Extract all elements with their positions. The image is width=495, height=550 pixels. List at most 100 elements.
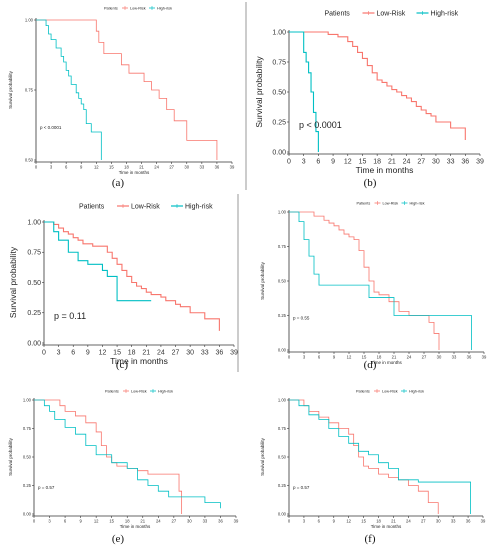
x-tick-label: 3 bbox=[48, 518, 51, 523]
x-axis-label: Time in months bbox=[371, 524, 402, 529]
y-tick-label: 0.75 bbox=[272, 59, 286, 66]
x-tick-label: 33 bbox=[200, 164, 205, 169]
p-value: p = 0.57 bbox=[293, 485, 310, 490]
legend-label-high-risk: High-risk bbox=[410, 201, 425, 205]
y-tick-label: 0.25 bbox=[278, 313, 287, 318]
legend-label-low-risk: Low-Risk bbox=[131, 203, 160, 210]
x-tick-label: 6 bbox=[318, 354, 321, 359]
x-tick-label: 12 bbox=[347, 354, 352, 359]
y-tick-label: 0.50 bbox=[23, 454, 32, 459]
x-tick-label: 30 bbox=[436, 518, 441, 523]
legend-label-low-risk: Low-Risk bbox=[382, 389, 398, 393]
x-tick-label: 18 bbox=[124, 164, 129, 169]
km-curve-high-risk bbox=[289, 399, 471, 514]
x-tick-label: 12 bbox=[99, 349, 107, 356]
y-tick-label: 0.50 bbox=[25, 157, 34, 162]
x-tick-label: 36 bbox=[467, 354, 472, 359]
x-tick-label: 9 bbox=[79, 518, 82, 523]
x-tick-label: 30 bbox=[186, 349, 194, 356]
x-tick-label: 36 bbox=[461, 158, 469, 165]
x-tick-label: 3 bbox=[50, 164, 53, 169]
x-tick-label: 33 bbox=[203, 518, 208, 523]
y-tick-label: 1.00 bbox=[278, 209, 287, 214]
x-tick-label: 33 bbox=[447, 158, 455, 165]
y-tick-label: 0.00 bbox=[278, 511, 287, 516]
y-axis-label: Survival probability bbox=[260, 437, 265, 476]
x-tick-label: 0 bbox=[288, 354, 291, 359]
y-tick-label: 0.00 bbox=[272, 149, 286, 156]
x-tick-label: 36 bbox=[215, 349, 223, 356]
km-curve-low-risk bbox=[44, 221, 220, 331]
x-tick-label: 24 bbox=[156, 518, 161, 523]
y-tick-label: 0.75 bbox=[27, 250, 41, 257]
x-tick-label: 12 bbox=[94, 518, 99, 523]
x-tick-label: 18 bbox=[373, 158, 381, 165]
legend-label-high-risk: High-risk bbox=[431, 10, 459, 17]
x-tick-label: 6 bbox=[65, 164, 68, 169]
x-tick-label: 24 bbox=[154, 164, 159, 169]
x-tick-label: 3 bbox=[302, 158, 306, 165]
x-axis-label: Time in months bbox=[119, 170, 150, 175]
y-axis-label: Survival probability bbox=[8, 246, 18, 318]
y-tick-label: 1.00 bbox=[278, 397, 287, 402]
km-curve-low-risk bbox=[289, 399, 439, 514]
x-tick-label: 39 bbox=[476, 158, 484, 165]
legend-label-high-risk: High-risk bbox=[409, 389, 424, 393]
x-tick-label: 24 bbox=[406, 518, 411, 523]
chart-panel-3: 0.000.250.500.751.000 3 6 9 12 15 18 21 24 27 30 33… bbox=[8, 203, 238, 371]
legend-label-low-risk: Low-Risk bbox=[383, 201, 399, 205]
x-tick-label: 18 bbox=[376, 518, 381, 523]
x-tick-label: 21 bbox=[139, 164, 144, 169]
x-tick-label: 21 bbox=[142, 349, 150, 356]
x-tick-label: 39 bbox=[230, 164, 235, 169]
legend-label-high-risk: High-risk bbox=[157, 6, 172, 10]
x-tick-label: 0 bbox=[33, 518, 36, 523]
y-tick-label: 1.00 bbox=[23, 397, 32, 402]
x-tick-label: 15 bbox=[109, 518, 114, 523]
panel-label: (d) bbox=[364, 359, 377, 371]
x-tick-label: 6 bbox=[64, 518, 67, 523]
y-tick-label: 0.75 bbox=[23, 426, 32, 431]
km-curve-high-risk bbox=[34, 399, 221, 509]
x-axis-label: Time in months bbox=[356, 165, 414, 175]
y-tick-label: 0.50 bbox=[27, 280, 41, 287]
x-tick-label: 18 bbox=[125, 518, 130, 523]
km-curve-low-risk bbox=[289, 31, 466, 140]
km-curve-low-risk bbox=[289, 211, 440, 350]
km-curve-low-risk bbox=[36, 19, 218, 160]
y-axis-label: Survival probability bbox=[8, 70, 13, 109]
x-tick-label: 33 bbox=[451, 518, 456, 523]
chart-panel-1: 0.500.751.000 3 6 9 12 15 18 21 24 27 30 33 36 39Time… bbox=[8, 6, 235, 189]
x-tick-label: 9 bbox=[86, 349, 90, 356]
x-tick-label: 0 bbox=[42, 349, 46, 356]
y-tick-label: 0.00 bbox=[278, 347, 287, 352]
chart-panel-4: 0.000.250.500.751.000 3 6 9 12 15 18 21 24 27 30 33… bbox=[260, 201, 487, 371]
x-tick-label: 12 bbox=[346, 518, 351, 523]
x-tick-label: 39 bbox=[482, 354, 487, 359]
x-tick-label: 27 bbox=[169, 164, 174, 169]
legend-title: Patients bbox=[105, 389, 119, 393]
x-tick-label: 3 bbox=[303, 354, 306, 359]
p-value: p = 0.57 bbox=[38, 485, 55, 490]
x-tick-label: 12 bbox=[344, 158, 352, 165]
p-value: p = 0.11 bbox=[54, 311, 86, 321]
legend-label-low-risk: Low-Risk bbox=[377, 10, 406, 17]
x-tick-label: 21 bbox=[392, 354, 397, 359]
x-tick-label: 6 bbox=[318, 518, 321, 523]
x-tick-label: 21 bbox=[140, 518, 145, 523]
legend-label-low-risk: Low-Risk bbox=[131, 389, 147, 393]
x-tick-label: 30 bbox=[432, 158, 440, 165]
x-tick-label: 36 bbox=[218, 518, 223, 523]
x-tick-label: 9 bbox=[331, 158, 335, 165]
x-tick-label: 33 bbox=[452, 354, 457, 359]
y-tick-label: 1.00 bbox=[27, 219, 41, 226]
y-tick-label: 0.00 bbox=[27, 340, 41, 347]
x-tick-label: 3 bbox=[57, 349, 61, 356]
x-axis-label: Time in months bbox=[110, 356, 168, 366]
km-curve-high-risk bbox=[289, 31, 319, 152]
legend-title: Patients bbox=[357, 201, 371, 205]
x-tick-label: 15 bbox=[113, 349, 121, 356]
x-tick-label: 24 bbox=[157, 349, 165, 356]
x-tick-label: 0 bbox=[35, 164, 38, 169]
x-tick-label: 15 bbox=[359, 158, 367, 165]
